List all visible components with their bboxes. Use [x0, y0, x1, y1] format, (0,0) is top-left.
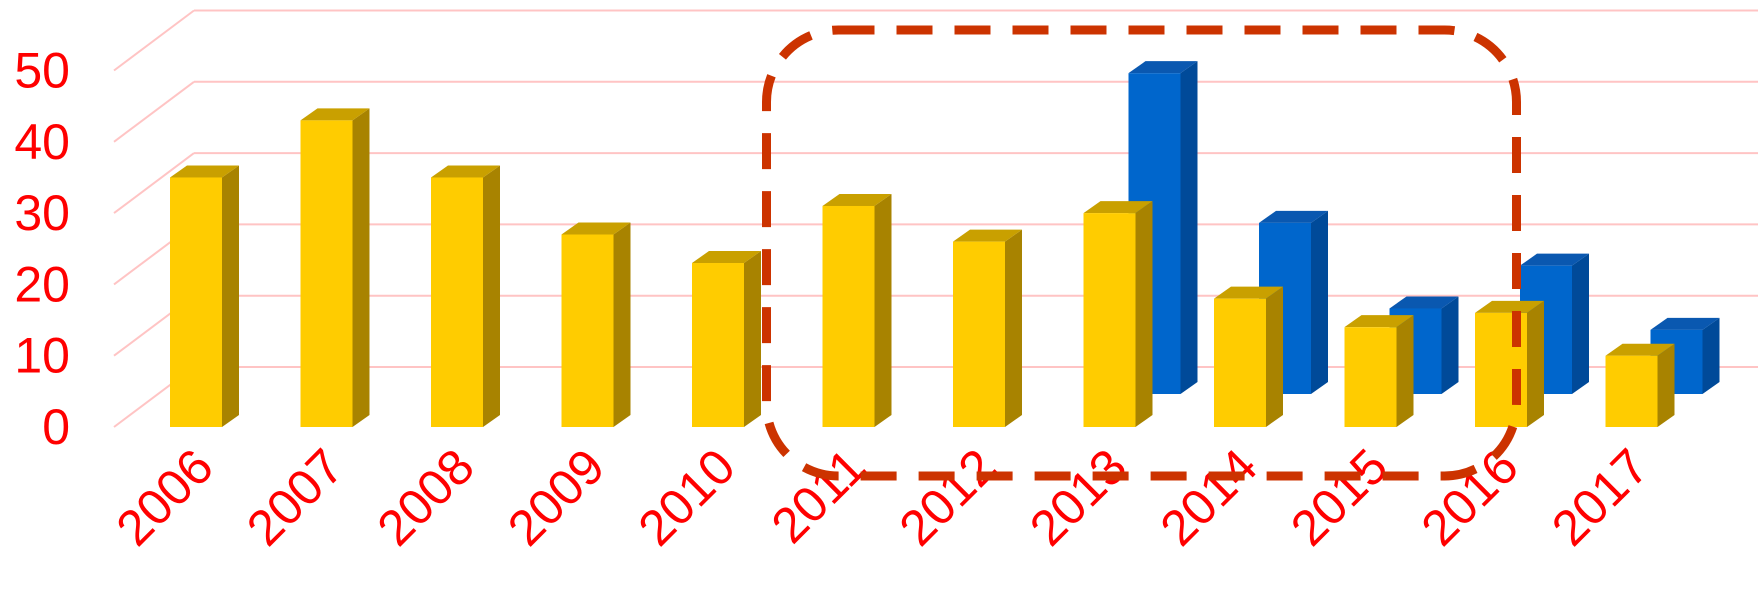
bar-side [1441, 296, 1459, 394]
x-tick-label: 2012 [889, 438, 1007, 556]
bar-side [1311, 210, 1328, 394]
front-bar [561, 222, 631, 427]
y-axis-ticks: 0 10 20 30 40 50 [14, 43, 70, 456]
x-tick-label: 2017 [1541, 438, 1659, 556]
front-bar [300, 108, 370, 427]
x-axis-ticks: 2006 2007 2008 2009 2010 2011 2012 2013 2014 2015… [106, 438, 1660, 556]
x-tick-label: 2011 [761, 438, 877, 554]
bar-side [744, 251, 761, 427]
bar-top [822, 193, 892, 206]
grid-diagonal [113, 81, 195, 143]
bar-side [1396, 315, 1414, 427]
y-tick-label: 50 [14, 43, 70, 99]
back-bar [1259, 210, 1328, 394]
bar-side [1005, 229, 1022, 427]
front-bar [1344, 315, 1414, 427]
bar-top [953, 229, 1022, 242]
bar-top [431, 165, 500, 178]
bar-top [1389, 296, 1459, 309]
bar-top [170, 165, 239, 178]
front-series-bars [170, 108, 1675, 427]
front-bar [1605, 343, 1675, 427]
bar-top [1259, 210, 1328, 223]
front-bar [822, 193, 892, 427]
bar-face [1083, 213, 1136, 427]
bar-face [561, 234, 614, 427]
bar-side [874, 193, 892, 427]
bar-top [300, 108, 370, 121]
bar-face [1214, 298, 1266, 427]
x-tick-label: 2009 [497, 438, 615, 556]
bar-side [352, 108, 370, 427]
bar-side [483, 165, 500, 427]
x-tick-label: 2010 [628, 438, 746, 556]
bar-face [692, 263, 744, 427]
x-tick-label: 2016 [1411, 438, 1529, 556]
bar-face [822, 205, 875, 427]
front-bar [692, 251, 761, 427]
bar-side [1180, 61, 1198, 395]
bar-top [692, 251, 761, 264]
bar-side [1266, 286, 1283, 427]
front-bar [1083, 201, 1153, 427]
bar-top [1344, 315, 1414, 328]
y-tick-label: 40 [14, 114, 70, 170]
bar-face [170, 177, 222, 427]
front-bar [953, 229, 1022, 427]
grid-diagonal [113, 9, 195, 72]
bar-face [1605, 355, 1658, 427]
x-tick-label: 2007 [236, 438, 354, 556]
front-bar [1475, 300, 1544, 427]
bar-top [1605, 343, 1675, 356]
x-tick-label: 2006 [106, 438, 224, 556]
front-bar [170, 165, 239, 427]
x-tick-label: 2013 [1019, 438, 1137, 556]
y-tick-label: 0 [42, 399, 70, 455]
bar-top [1083, 201, 1153, 214]
bar-face [953, 241, 1005, 427]
bar-top [1128, 61, 1198, 74]
bar-side [1572, 253, 1589, 394]
bar-top [1650, 317, 1720, 330]
bar-top [561, 222, 631, 235]
x-tick-label: 2015 [1280, 438, 1398, 556]
bar-side [222, 165, 239, 427]
bar-side [1527, 300, 1544, 427]
bar-top [1520, 253, 1589, 266]
bar-face [431, 177, 483, 427]
bar-top [1475, 300, 1544, 313]
back-series-bars [1128, 61, 1720, 395]
x-tick-label: 2008 [367, 438, 485, 556]
bar-face [1344, 327, 1397, 427]
grid-diagonal [113, 152, 195, 214]
bar-side [613, 222, 631, 427]
bar-side [1657, 343, 1675, 427]
y-tick-label: 20 [14, 256, 70, 312]
highlight-box [762, 25, 1521, 481]
bar-face [300, 120, 353, 427]
bar-top [1214, 286, 1283, 299]
bar-side [1135, 201, 1153, 427]
y-tick-label: 30 [14, 185, 70, 241]
x-tick-label: 2014 [1150, 438, 1268, 556]
front-bar [1214, 286, 1283, 427]
front-bar [431, 165, 500, 427]
bar-side [1702, 317, 1720, 394]
y-tick-label: 10 [14, 328, 70, 384]
